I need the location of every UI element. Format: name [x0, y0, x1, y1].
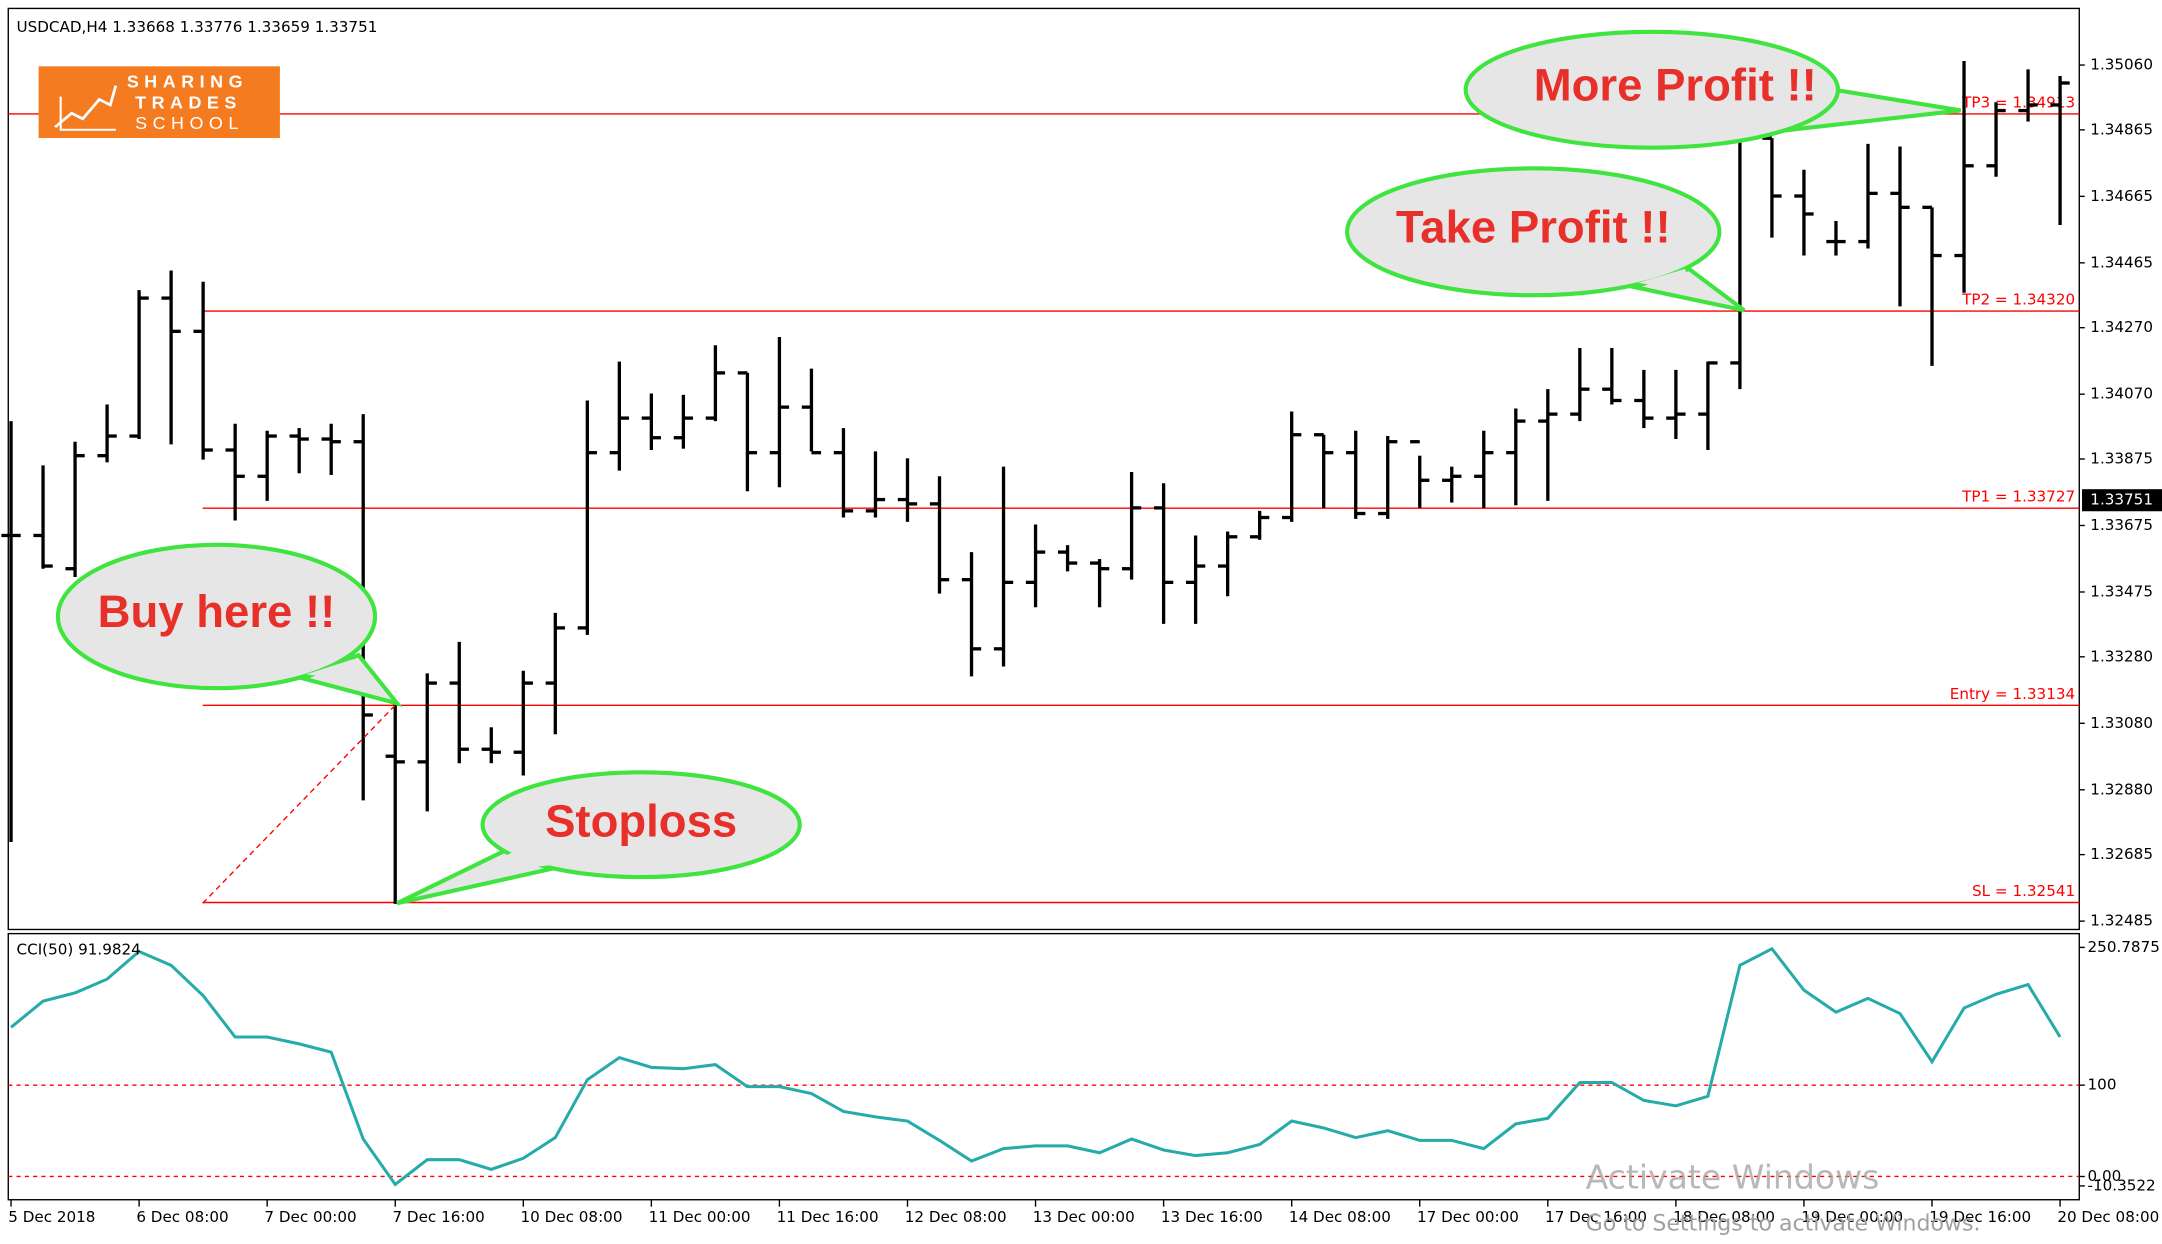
x-tick-label: 7 Dec 16:00	[392, 1208, 484, 1226]
x-tick-label: 7 Dec 00:00	[264, 1208, 356, 1226]
trend-line	[202, 702, 398, 904]
x-tick-label: 10 Dec 08:00	[521, 1208, 623, 1226]
y-tick-label: 1.32485	[2090, 912, 2153, 930]
logo-background	[38, 66, 280, 139]
callout: Buy here !!	[55, 542, 403, 707]
callout: Stoploss	[396, 770, 802, 906]
watermark-text: Go to Settings to activate Windows.	[1586, 1212, 1981, 1237]
callout-tail-fill	[1638, 269, 1696, 293]
x-tick-label: 13 Dec 00:00	[1033, 1208, 1135, 1226]
y-tick-label: 1.34070	[2090, 385, 2153, 403]
y-tick-label: 1.33475	[2090, 582, 2153, 600]
callout-tail-fill	[1789, 85, 1818, 122]
callout-text: Buy here !!	[98, 586, 336, 637]
y-tick-label: 1.32685	[2090, 845, 2153, 863]
level-label: SL = 1.32541	[1972, 882, 2075, 900]
price-panel-frame	[7, 7, 2080, 931]
callout-tail-fill	[306, 659, 362, 682]
callout-bubble	[1345, 166, 1722, 298]
level-label: TP1 = 1.33727	[1961, 488, 2075, 506]
watermark-title: Activate Windows	[1586, 1158, 1880, 1197]
logo-icon-axis	[59, 96, 116, 131]
callout-bubble	[480, 770, 802, 880]
x-tick-label: 19 Dec 00:00	[1801, 1208, 1903, 1226]
callout-tail-fill	[455, 852, 555, 878]
logo: SHARING TRADES SCHOOL	[38, 66, 280, 139]
price-layer: 1.35060 1.34865 1.34665 1.34465 1.34270 1.340…	[1, 56, 2162, 1226]
x-tick-label: 14 Dec 08:00	[1289, 1208, 1391, 1226]
callout-text: Stoploss	[545, 796, 737, 847]
y-tick-label: 1.33080	[2090, 714, 2153, 732]
x-tick-label: 11 Dec 16:00	[777, 1208, 879, 1226]
logo-text: SCHOOL	[135, 113, 244, 133]
y-tick-label: 1.33675	[2090, 516, 2153, 534]
logo-text: SHARING	[127, 72, 248, 92]
x-tick-label: 19 Dec 16:00	[1929, 1208, 2031, 1226]
current-price-label: 1.33751	[2090, 491, 2153, 509]
logo-text: TRADES	[135, 92, 242, 112]
level-label: TP3 = 1.34913	[1961, 93, 2075, 111]
callout-text: More Profit !!	[1534, 59, 1817, 110]
x-tick-label: 17 Dec 16:00	[1545, 1208, 1647, 1226]
x-tick-label: 13 Dec 16:00	[1161, 1208, 1263, 1226]
cci-line	[10, 946, 2062, 1187]
level-label: TP2 = 1.34320	[1961, 291, 2075, 309]
x-tick-label: 18 Dec 08:00	[1673, 1208, 1775, 1226]
y-tick-label: 0.00	[2088, 1167, 2122, 1185]
callout: Take Profit !!	[1345, 166, 1746, 313]
y-tick-label: 1.33875	[2090, 450, 2153, 468]
callout-bubble	[55, 542, 378, 691]
y-tick-label: 1.33280	[2090, 647, 2153, 665]
y-tick-label: 1.34270	[2090, 318, 2153, 336]
cci-panel-frame	[7, 932, 2080, 1201]
x-tick-label: 11 Dec 00:00	[649, 1208, 751, 1226]
x-tick-label: 20 Dec 08:00	[2057, 1208, 2159, 1226]
callout: More Profit !!	[1463, 29, 1962, 150]
cci-title: CCI(50) 91.9824	[17, 941, 141, 959]
y-tick-label: 100	[2088, 1076, 2117, 1094]
cci-layer: 250.7875 100 0.00-10.3522	[8, 938, 2160, 1194]
y-tick-label: 1.34865	[2090, 120, 2153, 138]
level-label: Entry = 1.33134	[1950, 685, 2075, 703]
y-tick-label: 250.7875	[2088, 938, 2160, 956]
callout-bubble	[1463, 29, 1841, 150]
y-tick-label: 1.34465	[2090, 253, 2153, 271]
x-tick-label: 17 Dec 00:00	[1417, 1208, 1519, 1226]
logo-icon	[54, 85, 118, 129]
symbol-header: USDCAD,H4 1.33668 1.33776 1.33659 1.3375…	[17, 18, 378, 36]
x-tick-label: 12 Dec 08:00	[905, 1208, 1007, 1226]
callout-text: Take Profit !!	[1396, 201, 1671, 252]
y-tick-label: 1.35060	[2090, 56, 2153, 74]
x-tick-label: 5 Dec 2018	[8, 1208, 95, 1226]
y-tick-label: 1.32880	[2090, 780, 2153, 798]
y-tick-label: -10.3522	[2088, 1176, 2156, 1194]
current-price-box	[2082, 489, 2162, 512]
y-tick-label: 1.34665	[2090, 187, 2153, 205]
x-tick-label: 6 Dec 08:00	[136, 1208, 228, 1226]
